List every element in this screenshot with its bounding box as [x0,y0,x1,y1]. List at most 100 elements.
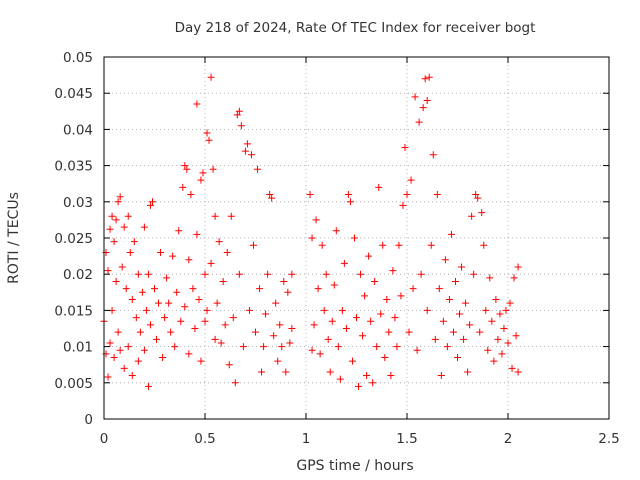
data-point [256,285,264,293]
data-point [183,165,191,173]
data-point [227,212,235,220]
data-point [203,129,211,137]
y-tick-label: 0.035 [54,159,93,175]
data-point [330,281,338,289]
data-point [132,314,140,322]
data-point [276,321,284,329]
data-point [502,306,510,314]
data-point [486,274,494,282]
data-point [237,122,245,130]
data-point [254,165,262,173]
data-point [193,230,201,238]
data-point [118,263,126,271]
data-point [411,93,419,101]
data-point [312,216,320,224]
data-point [439,317,447,325]
data-point [233,111,241,119]
data-point [136,328,144,336]
data-point [284,288,292,296]
data-point [423,306,431,314]
data-point [336,375,344,383]
x-tick-label: 1 [302,431,311,447]
axis-ticks: 0 0.5 1 1.5 2 2.5 0 0.005 0.01 0.015 0.02 0.025 0.03… [54,50,619,447]
data-point [409,285,417,293]
data-point [191,325,199,332]
data-point [385,328,393,336]
data-point [272,299,280,307]
data-point [288,270,296,278]
data-point [346,198,354,206]
data-point [310,321,318,329]
data-point [334,343,342,351]
data-point [393,343,401,351]
data-point [490,357,498,365]
data-point [130,238,138,246]
data-point [359,332,367,340]
x-axis-label: GPS time / hours [296,458,413,474]
data-point [280,277,288,285]
data-point [375,183,383,191]
data-point [223,248,231,256]
data-point [258,368,266,376]
chart-title: Day 218 of 2024, Rate Of TEC Index for r… [175,20,536,36]
data-point [474,194,482,202]
data-point [151,285,158,293]
data-point [462,299,470,307]
data-point [185,256,193,264]
data-point [134,270,142,278]
y-tick-label: 0.01 [63,340,93,356]
data-point [195,296,203,304]
data-point [126,248,134,256]
data-point [159,353,167,361]
y-tick-label: 0.015 [54,303,93,319]
data-point [144,270,152,278]
data-point [286,339,294,347]
data-point [157,248,165,256]
data-point [112,277,120,285]
grid-lines [104,57,609,419]
data-point [110,353,118,361]
data-point [282,368,290,376]
data-point [405,328,413,336]
data-point [454,353,461,361]
data-point [116,193,124,201]
data-point [197,357,205,365]
data-point [221,321,229,329]
data-point [348,357,356,365]
data-point [201,317,209,325]
data-point [472,191,480,199]
data-point [114,198,122,206]
data-point [441,256,449,264]
data-point [260,343,268,351]
data-point [213,299,221,307]
data-point [278,343,286,351]
data-point [324,335,332,343]
data-point [431,335,439,343]
data-point [207,73,215,81]
data-point [417,270,425,278]
data-point [231,379,239,387]
data-point [120,364,128,372]
data-point [211,335,219,343]
data-point [264,270,272,278]
data-point [320,306,328,314]
data-point [308,234,316,242]
data-point [478,209,486,217]
data-point [106,339,114,347]
data-point [429,151,437,159]
data-point [239,343,247,351]
data-point [112,216,120,224]
data-point [209,165,217,173]
data-point [371,277,379,285]
x-tick-label: 2 [504,431,513,447]
data-point [415,118,423,126]
data-point [203,306,211,314]
data-point [389,267,397,275]
data-point [155,299,163,307]
data-point [211,212,219,220]
data-points [100,73,522,390]
data-point [383,296,391,304]
data-point [252,328,259,336]
data-point [144,382,152,390]
data-point [247,151,255,159]
